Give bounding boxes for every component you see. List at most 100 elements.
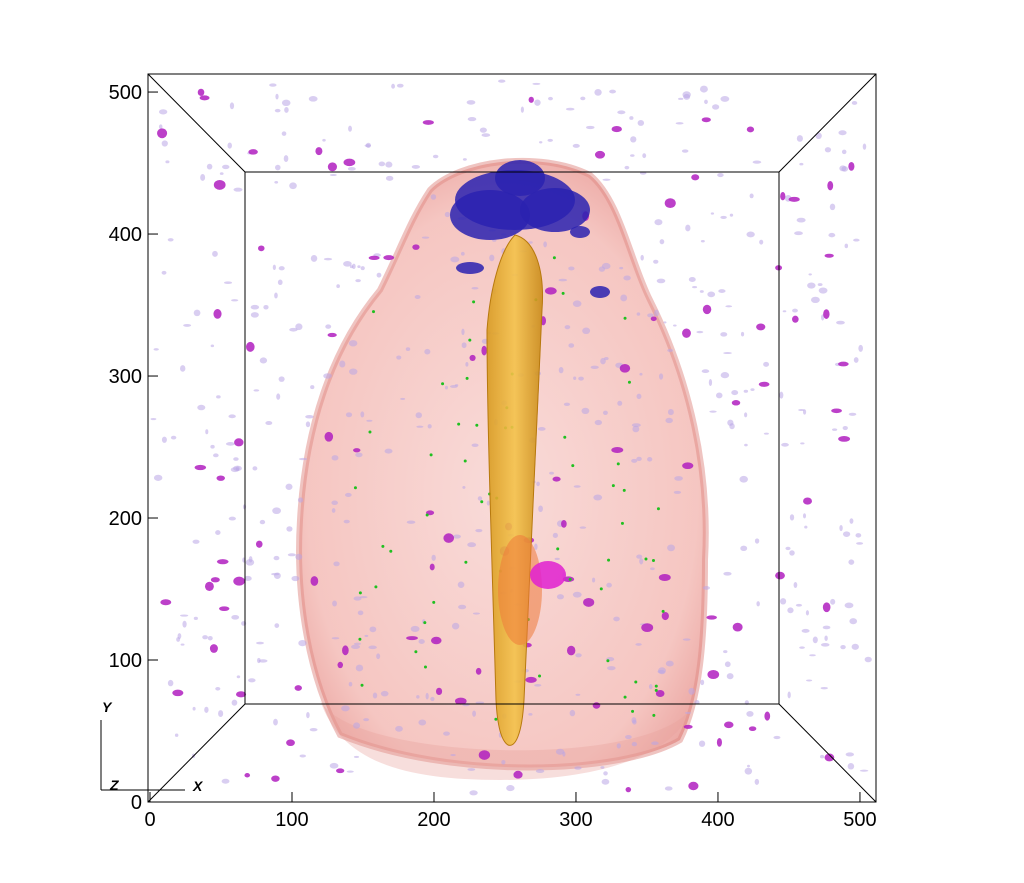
particle: [688, 687, 695, 695]
particle: [369, 626, 377, 633]
particle: [653, 259, 659, 264]
particle: [310, 385, 315, 390]
particle: [696, 330, 704, 334]
particle: [801, 628, 810, 633]
particle: [287, 553, 296, 557]
particle: [204, 706, 209, 713]
particle: [654, 688, 658, 692]
particle: [718, 289, 726, 293]
particle: [572, 300, 582, 308]
particle: [556, 594, 564, 600]
particle: [435, 687, 443, 696]
particle: [707, 669, 720, 680]
particle: [702, 586, 710, 590]
particle: [675, 122, 684, 125]
particle: [819, 754, 825, 759]
particle: [357, 610, 364, 616]
particle: [204, 581, 214, 592]
particle: [457, 422, 461, 426]
particle: [233, 457, 239, 461]
particle: [348, 125, 352, 132]
particle: [593, 494, 603, 501]
particle: [568, 577, 572, 581]
particle: [429, 563, 435, 571]
particle: [780, 598, 787, 605]
edge: [147, 73, 246, 173]
particle: [273, 572, 281, 579]
particle: [552, 532, 558, 538]
particle: [210, 444, 215, 449]
particle: [298, 640, 307, 647]
particle: [396, 83, 404, 88]
particle: [658, 667, 666, 675]
particle: [642, 153, 647, 159]
particle: [749, 193, 754, 199]
particle: [424, 348, 431, 355]
particle: [192, 706, 196, 711]
particle: [425, 513, 429, 517]
particle: [205, 429, 209, 435]
particle: [422, 120, 434, 125]
particle: [637, 120, 645, 126]
particle: [848, 559, 855, 565]
blob: [495, 160, 545, 196]
blob: [570, 226, 590, 238]
particle: [647, 457, 653, 462]
particle: [554, 557, 560, 560]
particle: [562, 751, 566, 757]
particle: [325, 324, 332, 329]
y-tick-label: 200: [109, 508, 142, 530]
particle: [479, 127, 487, 133]
particle: [273, 718, 278, 726]
particle: [259, 357, 268, 364]
particle: [849, 618, 858, 625]
particle: [789, 550, 795, 556]
particle: [548, 96, 553, 101]
particle: [654, 684, 658, 688]
particle: [468, 338, 472, 342]
particle: [684, 711, 692, 715]
particle: [561, 519, 567, 528]
particle: [451, 622, 460, 630]
particle: [699, 85, 708, 93]
particle: [376, 653, 381, 660]
particle: [617, 110, 626, 115]
particle: [467, 768, 476, 771]
particle: [746, 711, 754, 717]
particle: [244, 773, 251, 778]
particle: [230, 299, 239, 302]
particle: [650, 316, 657, 322]
particle: [450, 753, 456, 757]
particle: [652, 713, 656, 717]
x-tick-label: 500: [843, 809, 876, 831]
particle: [603, 771, 608, 776]
particle: [472, 612, 480, 615]
particle: [213, 453, 219, 458]
particle: [600, 766, 605, 769]
particle: [462, 485, 466, 489]
particle: [667, 348, 674, 353]
particle: [635, 643, 642, 646]
particle: [848, 162, 855, 171]
particle: [758, 381, 770, 387]
particle: [528, 96, 534, 103]
particle: [506, 785, 515, 792]
particle: [858, 344, 863, 352]
particle: [383, 255, 395, 261]
particle: [360, 683, 364, 687]
blob: [590, 286, 610, 298]
particle: [809, 654, 816, 657]
particle: [423, 621, 427, 625]
particle: [235, 691, 247, 698]
particle: [773, 735, 781, 740]
particle: [631, 741, 638, 747]
particle: [656, 278, 666, 284]
particle: [427, 424, 432, 429]
particle: [430, 636, 442, 645]
particle: [450, 256, 460, 263]
bounding-box: [147, 73, 877, 803]
particle: [277, 279, 283, 286]
particle: [180, 643, 185, 646]
particle: [658, 573, 671, 582]
particle: [357, 265, 361, 269]
